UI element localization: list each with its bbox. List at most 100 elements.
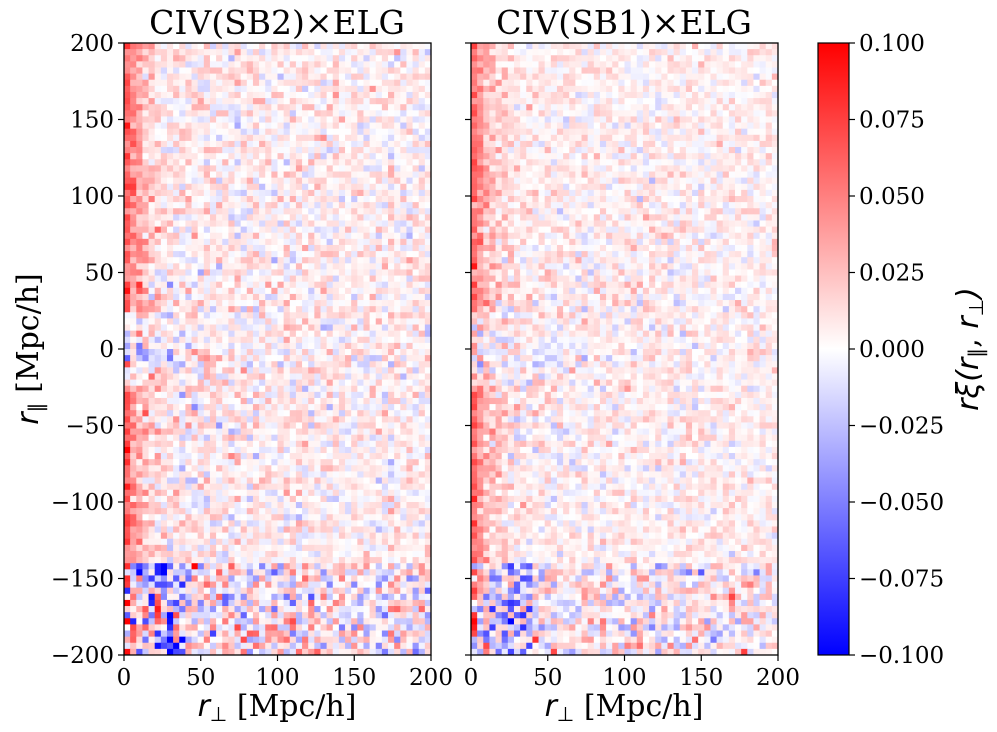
heatmap-cell	[142, 612, 149, 619]
heatmap-cell	[265, 361, 272, 368]
heatmap-cell	[179, 355, 186, 362]
heatmap-cell	[173, 214, 180, 221]
heatmap-cell	[394, 238, 401, 246]
heatmap-cell	[130, 300, 137, 307]
heatmap-cell	[154, 330, 162, 338]
heatmap-cell	[173, 324, 180, 332]
heatmap-cell	[338, 440, 346, 448]
heatmap-cell	[197, 648, 205, 656]
heatmap-cell	[351, 110, 358, 117]
heatmap-cell	[142, 471, 149, 478]
heatmap-cell	[173, 642, 180, 650]
heatmap-cell	[283, 318, 291, 325]
heatmap-cell	[166, 434, 174, 442]
heatmap-cell	[302, 373, 309, 380]
heatmap-cell	[246, 563, 254, 570]
heatmap-cell	[412, 612, 420, 619]
heatmap-cell	[216, 98, 223, 105]
heatmap-cell	[209, 367, 217, 374]
heatmap-cell	[222, 508, 229, 515]
heatmap-cell	[381, 147, 389, 154]
heatmap-cell	[265, 532, 272, 540]
heatmap-cell	[363, 550, 370, 558]
heatmap-cell	[388, 495, 395, 503]
heatmap-cell	[179, 422, 186, 429]
heatmap-cell	[283, 116, 291, 123]
heatmap-cell	[400, 575, 407, 582]
heatmap-cell	[400, 85, 407, 93]
heatmap-cell	[173, 281, 180, 289]
heatmap-cell	[277, 177, 285, 185]
heatmap-cell	[148, 61, 156, 68]
heatmap-cell	[265, 459, 272, 466]
heatmap-cell	[375, 538, 383, 546]
heatmap-cell	[394, 318, 401, 325]
heatmap-cell	[222, 624, 229, 631]
heatmap-cell	[265, 226, 272, 234]
heatmap-cell	[234, 55, 242, 62]
heatmap-cell	[338, 91, 346, 99]
heatmap-cell	[351, 73, 358, 81]
heatmap-cell	[314, 385, 321, 393]
heatmap-cell	[277, 287, 285, 295]
heatmap-cell	[271, 43, 278, 50]
heatmap-cell	[216, 214, 223, 221]
heatmap-cell	[283, 238, 291, 246]
heatmap-cell	[216, 244, 223, 252]
heatmap-cell	[185, 612, 192, 619]
heatmap-cell	[216, 624, 223, 631]
heatmap-cell	[412, 502, 420, 509]
heatmap-cell	[185, 526, 192, 533]
heatmap-cell	[209, 599, 217, 607]
heatmap-cell	[302, 104, 309, 111]
heatmap-cell	[154, 361, 162, 368]
heatmap-cell	[320, 606, 328, 613]
heatmap-cell	[338, 618, 346, 625]
heatmap-cell	[314, 428, 321, 436]
heatmap-cell	[338, 177, 346, 185]
heatmap-cell	[394, 300, 401, 307]
heatmap-cell	[289, 312, 297, 319]
heatmap-cell	[246, 428, 254, 436]
heatmap-cell	[185, 373, 192, 380]
heatmap-cell	[203, 526, 211, 533]
heatmap-cell	[314, 189, 321, 197]
heatmap-cell	[173, 404, 180, 411]
heatmap-cell	[424, 428, 432, 436]
heatmap-cell	[332, 98, 340, 105]
heatmap-cell	[191, 208, 199, 215]
heatmap-cell	[228, 385, 235, 393]
heatmap-cell	[351, 196, 358, 203]
heatmap-cell	[345, 128, 352, 136]
heatmap-cell	[246, 397, 254, 405]
heatmap-cell	[160, 342, 168, 350]
heatmap-cell	[191, 544, 199, 552]
heatmap-cell	[363, 208, 370, 215]
heatmap-cell	[154, 465, 162, 472]
heatmap-cell	[418, 550, 426, 558]
heatmap-cell	[345, 196, 352, 203]
heatmap-cell	[277, 263, 285, 270]
heatmap-cell	[283, 520, 291, 527]
heatmap-cell	[381, 177, 389, 185]
heatmap-cell	[412, 544, 420, 552]
heatmap-cell	[191, 55, 199, 62]
heatmap-cell	[179, 98, 186, 105]
heatmap-cell	[203, 477, 211, 485]
heatmap-cell	[265, 404, 272, 411]
heatmap-cell	[197, 599, 205, 607]
heatmap-cell	[160, 502, 168, 509]
heatmap-cell	[302, 238, 309, 246]
heatmap-cell	[142, 465, 149, 472]
heatmap-cell	[277, 636, 285, 644]
heatmap-cell	[326, 208, 334, 215]
heatmap-cell	[166, 630, 174, 638]
heatmap-cell	[228, 312, 235, 319]
heatmap-cell	[345, 140, 352, 148]
heatmap-cell	[160, 257, 168, 264]
heatmap-cell	[351, 263, 358, 270]
heatmap-cell	[388, 214, 395, 221]
heatmap-cell	[302, 379, 309, 387]
heatmap-cell	[191, 618, 199, 625]
heatmap-cell	[142, 587, 149, 595]
